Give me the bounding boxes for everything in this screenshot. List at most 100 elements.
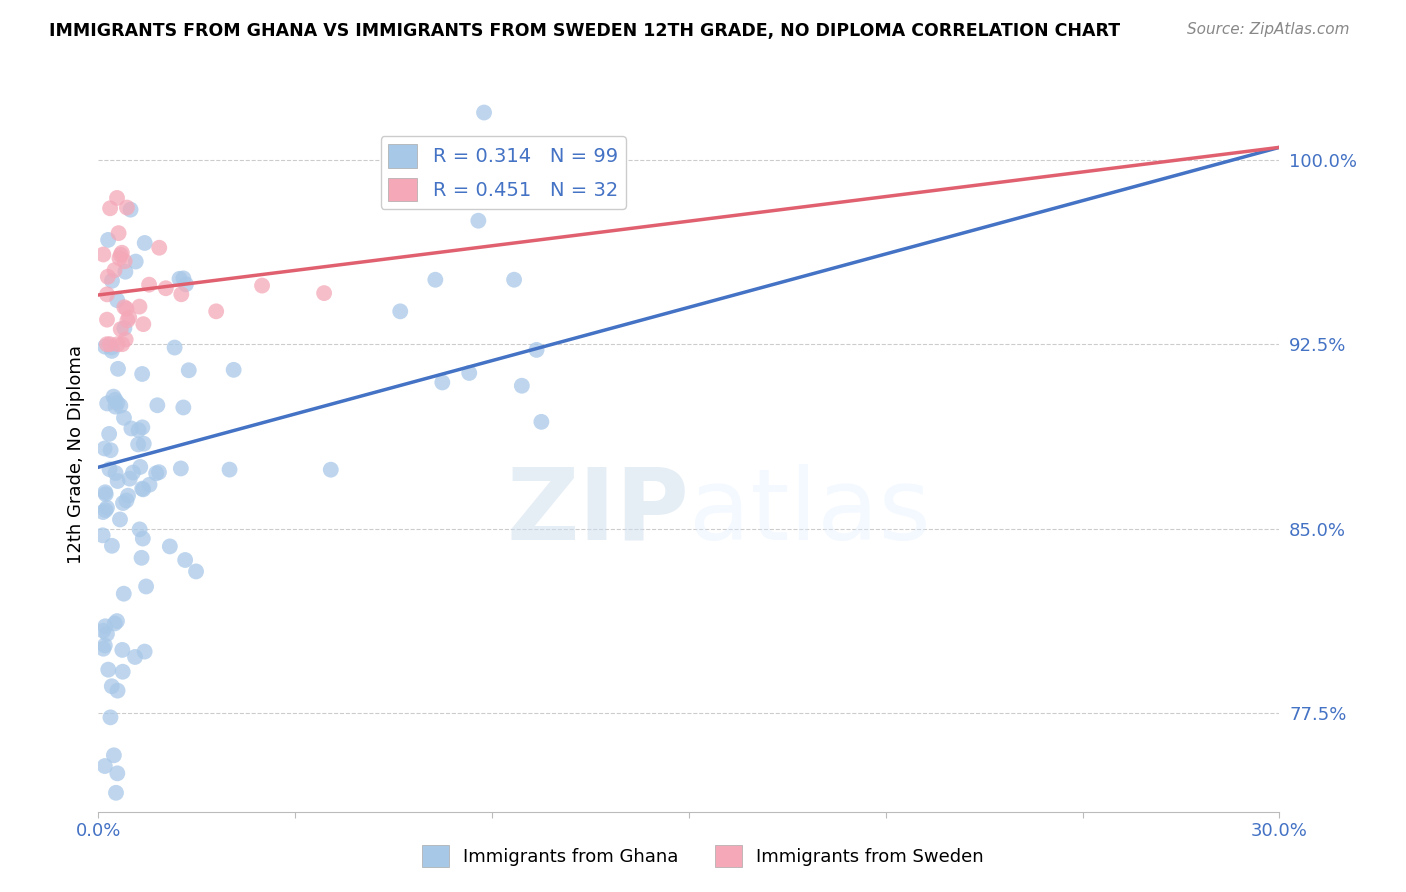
Point [105, 786, 128, 800]
Point [129, 459, 152, 474]
Point [128, 522, 150, 536]
Point [169, 272, 191, 286]
Point [125, 254, 148, 268]
Point [172, 401, 194, 415]
Point [105, 191, 128, 205]
Point [93, 641, 115, 656]
Point [314, 286, 336, 301]
Point [170, 287, 193, 301]
Point [112, 300, 135, 314]
Point [458, 366, 481, 380]
Point [467, 213, 489, 227]
Point [96, 287, 118, 301]
Point [103, 263, 125, 277]
Point [174, 277, 197, 292]
Point [107, 474, 129, 488]
Point [98, 337, 121, 351]
Point [94, 503, 117, 517]
Point [94, 340, 117, 354]
Point [114, 333, 136, 347]
Point [118, 472, 141, 486]
Point [128, 300, 150, 314]
Point [115, 301, 138, 316]
Point [98, 201, 121, 215]
Point [112, 587, 135, 601]
Legend: Immigrants from Ghana, Immigrants from Sweden: Immigrants from Ghana, Immigrants from S… [415, 838, 991, 874]
Point [107, 337, 129, 351]
Point [104, 616, 127, 631]
Point [184, 565, 207, 579]
Point [222, 363, 245, 377]
Point [91, 505, 114, 519]
Text: ZIP: ZIP [506, 464, 689, 560]
Point [218, 462, 240, 476]
Point [117, 489, 139, 503]
Point [131, 420, 153, 434]
Point [98, 426, 121, 441]
Point [250, 278, 273, 293]
Point [110, 322, 132, 336]
Point [94, 619, 117, 633]
Point [131, 482, 153, 496]
Point [122, 466, 145, 480]
Point [97, 269, 120, 284]
Point [104, 400, 127, 414]
Point [585, 156, 607, 170]
Point [163, 341, 186, 355]
Point [131, 367, 153, 381]
Point [132, 436, 155, 450]
Point [91, 528, 114, 542]
Point [134, 235, 156, 250]
Legend: R = 0.314   N = 99, R = 0.451   N = 32: R = 0.314 N = 99, R = 0.451 N = 32 [381, 136, 626, 209]
Point [103, 390, 125, 404]
Point [112, 410, 135, 425]
Point [107, 226, 129, 240]
Text: atlas: atlas [689, 464, 931, 560]
Text: IMMIGRANTS FROM GHANA VS IMMIGRANTS FROM SWEDEN 12TH GRADE, NO DIPLOMA CORRELATI: IMMIGRANTS FROM GHANA VS IMMIGRANTS FROM… [49, 22, 1121, 40]
Point [111, 496, 134, 510]
Point [112, 321, 135, 335]
Point [148, 241, 170, 255]
Point [100, 710, 122, 724]
Point [97, 233, 120, 247]
Point [101, 679, 124, 693]
Point [526, 343, 548, 357]
Point [145, 467, 167, 481]
Point [503, 273, 526, 287]
Point [425, 273, 447, 287]
Point [114, 265, 136, 279]
Point [319, 463, 342, 477]
Point [132, 317, 155, 331]
Point [155, 281, 177, 295]
Point [96, 627, 118, 641]
Point [96, 500, 118, 515]
Point [114, 254, 136, 268]
Point [510, 378, 533, 392]
Point [104, 466, 127, 480]
Point [138, 277, 160, 292]
Point [96, 312, 118, 326]
Point [472, 105, 495, 120]
Point [148, 465, 170, 479]
Point [107, 361, 129, 376]
Point [94, 485, 117, 500]
Point [115, 201, 138, 215]
Point [104, 392, 127, 407]
Point [115, 493, 138, 508]
Point [120, 421, 142, 435]
Point [105, 614, 128, 628]
Point [118, 310, 141, 325]
Point [105, 293, 128, 308]
Point [100, 443, 122, 458]
Point [134, 644, 156, 658]
Point [96, 396, 118, 410]
Point [132, 483, 155, 497]
Point [108, 512, 131, 526]
Point [120, 202, 142, 217]
Point [110, 399, 132, 413]
Point [128, 423, 150, 437]
Point [131, 550, 153, 565]
Point [91, 247, 114, 261]
Point [105, 396, 128, 410]
Point [138, 477, 160, 491]
